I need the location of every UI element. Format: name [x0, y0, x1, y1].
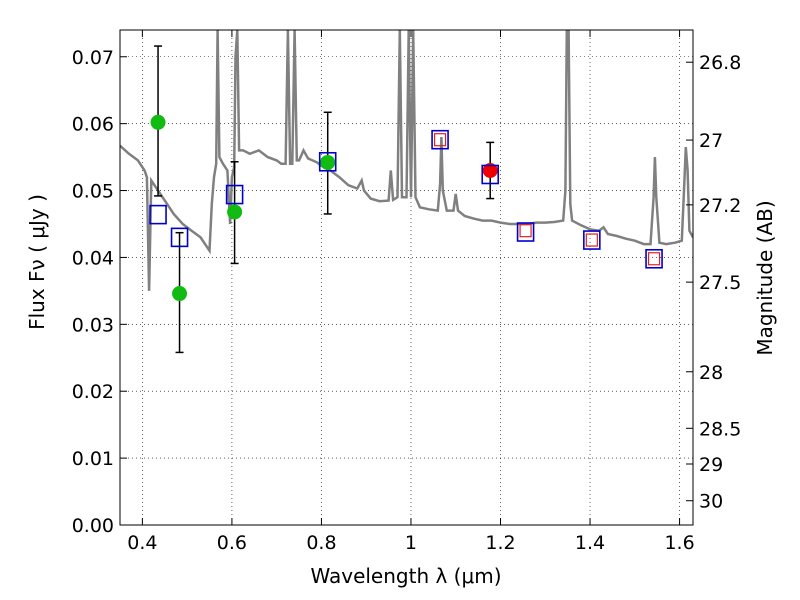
- model-sed-layer: [120, 30, 693, 291]
- grid: [120, 30, 693, 526]
- x-tick-label: 1.6: [664, 532, 694, 554]
- x-axis-label: Wavelength λ (μm): [310, 564, 501, 588]
- y2-tick-label: 27.2: [699, 195, 741, 217]
- y2-tick-label: 26.8: [699, 52, 741, 74]
- x-tick-label: 0.8: [306, 532, 336, 554]
- y-tick-label: 0.00: [72, 515, 114, 537]
- y2-axis-label: Magnitude (AB): [753, 200, 777, 355]
- model-point-square: [481, 164, 500, 185]
- model-point-square: [225, 184, 244, 205]
- axis-ticks: 0.4 0.6 0.8 1 1.2 1.4 1.6 0.00 0.01 0.02 0.03 0.04 0…: [72, 30, 741, 554]
- model-sed-line: [120, 30, 693, 291]
- y2-tick-label: 30: [699, 491, 723, 513]
- x-tick-label: 1.4: [575, 532, 605, 554]
- model-point-square: [516, 222, 535, 242]
- y-tick-label: 0.04: [72, 247, 114, 269]
- x-tick-label: 1.2: [485, 532, 515, 554]
- model-point-square: [149, 204, 167, 225]
- model-point-square: [431, 129, 449, 150]
- upper-limit-square: [433, 133, 447, 147]
- data-point-circle: [227, 204, 243, 220]
- y2-tick-label: 28: [699, 362, 723, 384]
- y2-tick-label: 27: [699, 130, 723, 152]
- data-point-circle: [320, 154, 336, 170]
- y-tick-label: 0.07: [72, 47, 114, 69]
- data-point-circle: [150, 114, 166, 130]
- y-tick-label: 0.02: [72, 381, 114, 403]
- data-point-circle: [482, 162, 498, 178]
- y-tick-label: 0.03: [72, 314, 114, 336]
- x-tick-label: 0.4: [127, 532, 157, 554]
- y-tick-label: 0.06: [72, 114, 114, 136]
- error-bars: [154, 45, 495, 354]
- upper-limit-square: [519, 224, 532, 238]
- model-point-square: [583, 230, 601, 250]
- plot-frame: [119, 29, 694, 526]
- y-tick-label: 0.05: [72, 181, 114, 203]
- data-point-circle: [172, 286, 188, 302]
- model-point-square: [645, 248, 663, 269]
- model-point-square: [318, 151, 337, 172]
- x-tick-label: 1: [405, 532, 417, 554]
- y-axis-label: Flux Fν ( μJy ): [25, 194, 49, 330]
- data-points: [149, 114, 663, 302]
- y2-tick-label: 29: [699, 454, 723, 476]
- upper-limit-square: [585, 233, 598, 247]
- x-tick-label: 0.6: [217, 532, 247, 554]
- y2-tick-label: 28.5: [699, 418, 741, 440]
- y2-tick-label: 27.5: [699, 272, 741, 294]
- upper-limit-square: [647, 252, 661, 266]
- y-tick-label: 0.01: [72, 448, 114, 470]
- model-point-square: [170, 227, 189, 248]
